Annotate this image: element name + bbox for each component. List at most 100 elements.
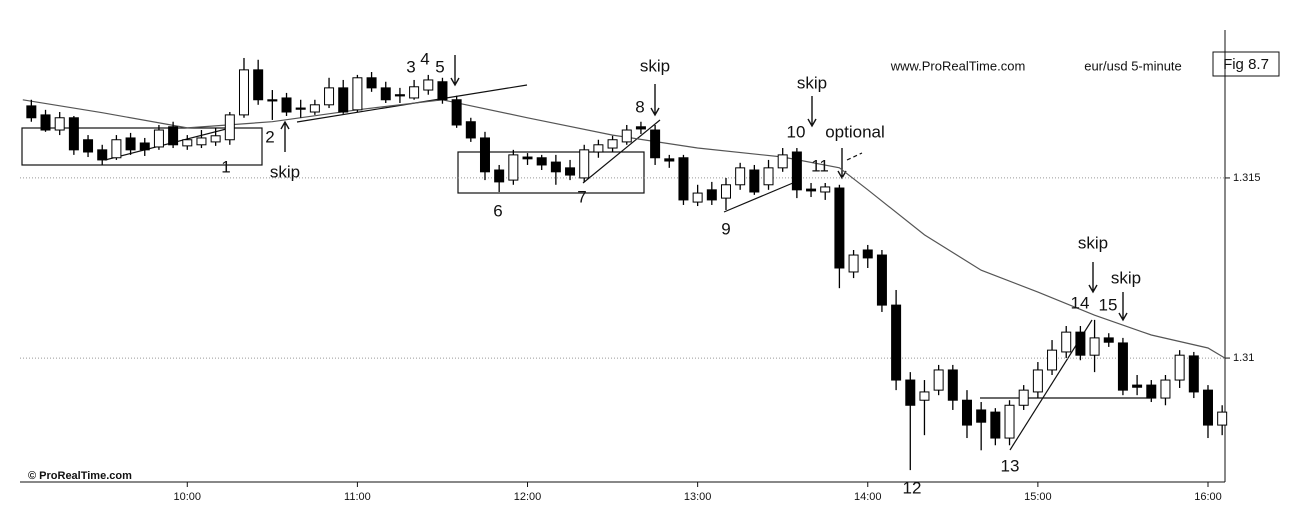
candle-body bbox=[1089, 337, 1100, 356]
annotation: 9 bbox=[721, 219, 730, 238]
annotation: 12 bbox=[903, 478, 922, 497]
candle-body bbox=[1174, 354, 1185, 381]
figure-label: Fig 8.7 bbox=[1223, 56, 1269, 73]
candle-body bbox=[366, 77, 377, 89]
candle-body bbox=[111, 139, 122, 159]
candle-body bbox=[508, 154, 519, 181]
candle-body bbox=[834, 187, 845, 269]
arrow bbox=[1088, 262, 1098, 294]
trend-line bbox=[846, 152, 863, 161]
candle-body bbox=[550, 161, 561, 173]
annotation: skip bbox=[1078, 233, 1108, 252]
annotation-shapes bbox=[21, 84, 1150, 451]
candle-body bbox=[1160, 379, 1171, 399]
annotation: 4 bbox=[420, 49, 429, 68]
candle-body bbox=[806, 188, 817, 192]
candle-body bbox=[281, 97, 292, 113]
candle-body bbox=[763, 167, 774, 186]
candle-body bbox=[706, 189, 717, 201]
x-tick-label: 14:00 bbox=[854, 491, 882, 503]
arrow bbox=[1118, 292, 1128, 322]
candle-body bbox=[267, 99, 278, 102]
candle-body bbox=[1047, 349, 1058, 371]
annotation: 11 bbox=[811, 156, 829, 175]
candle-body bbox=[1202, 389, 1213, 426]
annotation: optional bbox=[825, 122, 885, 141]
candle-body bbox=[1004, 404, 1015, 439]
annotation: 6 bbox=[493, 201, 502, 220]
candle-body bbox=[905, 379, 916, 406]
annotation: 5 bbox=[435, 57, 444, 76]
candle-body bbox=[1061, 331, 1072, 353]
candle-body bbox=[394, 94, 405, 97]
annotation: 14 bbox=[1071, 293, 1090, 312]
candle-body bbox=[83, 139, 94, 153]
x-tick-label: 10:00 bbox=[174, 491, 202, 503]
candle-body bbox=[451, 99, 462, 126]
candle-body bbox=[26, 105, 37, 119]
candle-body bbox=[777, 154, 788, 169]
candle-body bbox=[593, 144, 604, 153]
candle-body bbox=[1117, 342, 1128, 391]
candle-body bbox=[210, 135, 221, 143]
candle-body bbox=[862, 249, 873, 259]
candle-body bbox=[409, 86, 420, 99]
candle-body bbox=[976, 409, 987, 423]
candle-body bbox=[182, 139, 193, 147]
candle-body bbox=[678, 157, 689, 201]
candle-body bbox=[876, 254, 887, 306]
candle-body bbox=[437, 81, 448, 101]
annotation: skip bbox=[1111, 268, 1141, 287]
candle-body bbox=[324, 87, 335, 106]
candle-body bbox=[168, 126, 179, 146]
candle-body bbox=[253, 69, 264, 101]
arrow bbox=[450, 55, 460, 87]
candle-body bbox=[522, 156, 533, 160]
annotation: 3 bbox=[406, 57, 415, 76]
candle-body bbox=[465, 121, 476, 139]
candle-body bbox=[919, 391, 930, 401]
annotation: skip bbox=[797, 73, 827, 92]
annotation: 13 bbox=[1001, 456, 1020, 475]
arrow bbox=[650, 84, 660, 117]
candle-body bbox=[479, 137, 490, 173]
copyright: © ProRealTime.com bbox=[28, 470, 132, 482]
candle-body bbox=[791, 151, 802, 191]
candle-body bbox=[720, 184, 731, 199]
candle-body bbox=[664, 158, 675, 162]
candle-body bbox=[352, 77, 363, 111]
candle-body bbox=[1217, 411, 1228, 426]
candle-body bbox=[891, 304, 902, 381]
candle-body bbox=[635, 126, 646, 130]
candle-body bbox=[309, 104, 320, 113]
candle-body bbox=[125, 137, 136, 151]
candle-body bbox=[238, 69, 249, 116]
candle-body bbox=[224, 114, 235, 141]
candle-body bbox=[338, 87, 349, 113]
candle-body bbox=[933, 369, 944, 391]
candle-body bbox=[68, 117, 79, 151]
arrow bbox=[807, 96, 817, 128]
candle-body bbox=[54, 117, 65, 131]
candle-body bbox=[692, 192, 703, 203]
trend-line bbox=[582, 119, 661, 184]
y-tick-label: 1.315 bbox=[1233, 172, 1261, 184]
candle-body bbox=[380, 87, 391, 101]
candle-body bbox=[494, 169, 505, 183]
candle-body bbox=[153, 129, 164, 148]
candle-body bbox=[1188, 355, 1199, 393]
annotation: skip bbox=[640, 56, 670, 75]
candle-body bbox=[1018, 389, 1029, 406]
y-tick-label: 1.31 bbox=[1233, 352, 1254, 364]
candle-body bbox=[565, 167, 576, 176]
candle-body bbox=[749, 169, 760, 193]
candle-body bbox=[1032, 369, 1043, 393]
annotation: 10 bbox=[787, 122, 806, 141]
candle-body bbox=[1075, 331, 1086, 356]
candle-body bbox=[990, 411, 1001, 439]
annotation: 8 bbox=[635, 97, 644, 116]
candle-body bbox=[295, 107, 306, 110]
candle-body bbox=[607, 139, 618, 149]
candle-body bbox=[1146, 384, 1157, 399]
candle-body bbox=[820, 186, 831, 193]
